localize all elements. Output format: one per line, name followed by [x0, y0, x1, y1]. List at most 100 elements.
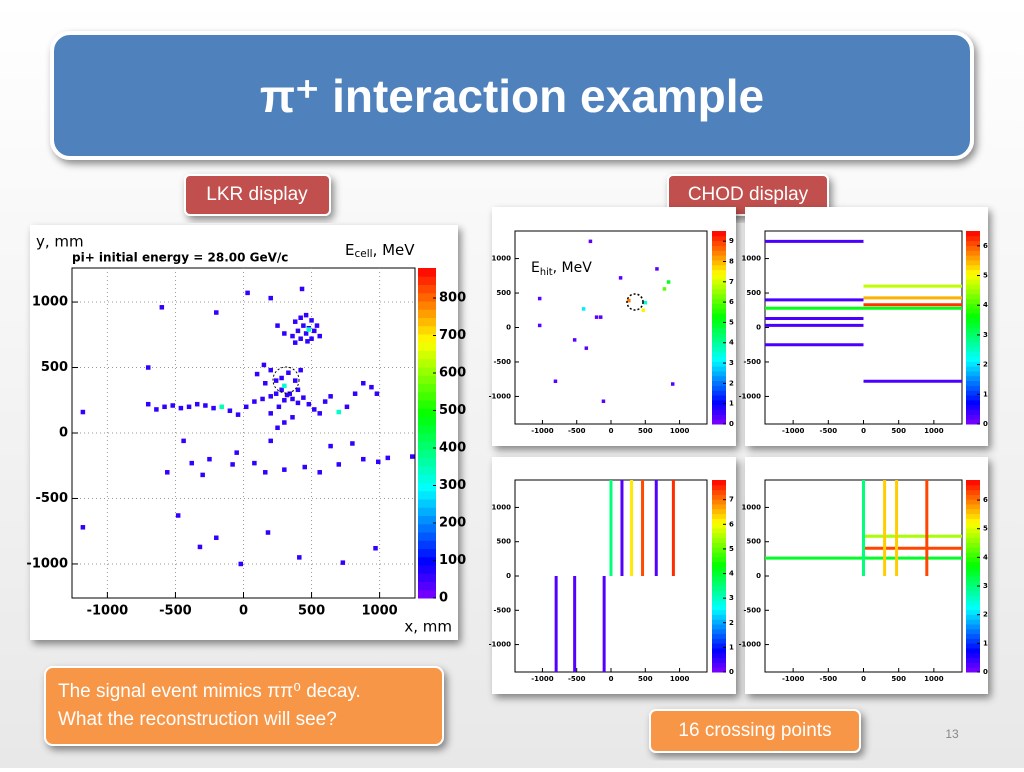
colorbar-cell: [966, 409, 980, 415]
hit: [328, 443, 333, 449]
hit: [305, 339, 310, 344]
z-tick-label: 3: [729, 359, 734, 367]
colorbar-cell: [966, 361, 980, 367]
colorbar-cell: [712, 566, 726, 572]
colorbar-cell: [712, 537, 726, 543]
hit: [234, 450, 239, 455]
hit: [292, 378, 298, 383]
hit: [200, 472, 205, 478]
z-tick-label: 2: [729, 379, 734, 387]
colorbar-cell: [966, 595, 980, 601]
colorbar-cell: [712, 284, 726, 290]
colorbar-cell: [966, 532, 980, 539]
z-tick-label: 600: [439, 366, 466, 381]
hit: [328, 394, 333, 399]
colorbar-cell: [418, 284, 436, 294]
z-tick-label: 5: [983, 525, 988, 533]
colorbar-cell: [966, 609, 980, 615]
hit: [301, 323, 306, 328]
colorbar-cell: [966, 580, 980, 587]
y-tick-label: 0: [506, 324, 511, 332]
colorbar-cell: [418, 474, 436, 483]
colorbar-cell: [712, 508, 726, 515]
colorbar-cell: [966, 648, 980, 654]
hit: [336, 462, 342, 467]
colorbar-cell: [712, 648, 726, 654]
colorbar-cell: [966, 332, 980, 338]
colorbar-cell: [712, 638, 726, 644]
hit: [361, 380, 366, 386]
hit: [214, 310, 219, 315]
z-tick-label: 0: [439, 591, 448, 606]
x-axis-label: x, mm: [404, 618, 452, 636]
hit: [245, 290, 250, 296]
colorbar-cell: [966, 628, 980, 635]
note-line: What the reconstruction will see?: [58, 709, 337, 730]
colorbar-cell: [712, 356, 726, 362]
colorbar-cell: [966, 366, 980, 372]
z-label-main: E: [531, 260, 540, 276]
x-tick-label: 0: [609, 427, 614, 435]
hit: [290, 415, 295, 420]
colorbar-cell: [712, 628, 726, 635]
hit: [309, 336, 314, 341]
colorbar-cell: [712, 542, 726, 548]
colorbar-cell: [966, 399, 980, 406]
x-tick-label: 500: [638, 427, 653, 435]
colorbar-cell: [966, 523, 980, 529]
colorbar-cell: [712, 552, 726, 558]
z-label-unit: , MeV: [553, 260, 593, 276]
hit: [145, 401, 151, 407]
colorbar-cell: [712, 337, 726, 343]
colorbar-cell: [712, 499, 726, 505]
x-tick-label: 1000: [924, 675, 944, 683]
colorbar-cell: [712, 523, 726, 529]
z-tick-label: 800: [439, 291, 466, 306]
colorbar-cell: [712, 652, 726, 659]
colorbar-cell: [966, 293, 980, 300]
hit: [252, 399, 257, 404]
colorbar-cell: [418, 301, 436, 310]
colorbar-cell: [966, 657, 980, 663]
colorbar-cell: [418, 523, 436, 533]
colorbar-cell: [966, 590, 980, 596]
z-tick-label: 500: [439, 403, 466, 418]
colorbar-cell: [712, 269, 726, 275]
colorbar-cell: [712, 518, 726, 524]
x-tick-label: -500: [568, 675, 586, 683]
colorbar-cell: [418, 383, 436, 393]
colorbar-cell: [418, 482, 436, 492]
z-tick-label: 1: [983, 639, 988, 647]
z-tick-label: 1: [729, 400, 734, 408]
x-tick-label: -1000: [782, 427, 805, 435]
hit: [219, 404, 224, 410]
x-tick-label: 1000: [670, 427, 690, 435]
y-tick-label: -1000: [739, 641, 762, 649]
colorbar-cell: [418, 433, 436, 442]
title-box: [50, 31, 974, 160]
colorbar-cell: [712, 288, 726, 295]
hit: [336, 409, 342, 415]
colorbar-cell: [966, 375, 980, 382]
colorbar-cell: [966, 303, 980, 309]
hit: [284, 392, 290, 398]
colorbar-cell: [966, 547, 980, 553]
colorbar-cell: [966, 542, 980, 548]
colorbar-cell: [712, 576, 726, 582]
y-tick-label: 0: [756, 324, 761, 332]
hit: [666, 280, 671, 284]
hit: [312, 328, 317, 334]
hit: [276, 404, 282, 410]
hit: [317, 333, 322, 339]
hit: [282, 383, 287, 389]
colorbar-cell: [966, 235, 980, 242]
colorbar-cell: [712, 366, 726, 372]
y-tick-label: -500: [493, 358, 511, 366]
colorbar-cell: [418, 441, 436, 450]
colorbar-cell: [418, 499, 436, 508]
y-tick-label: 1000: [742, 503, 762, 511]
colorbar-cell: [418, 449, 436, 459]
hit: [275, 425, 280, 431]
colorbar-cell: [712, 351, 726, 357]
x-tick-label: 0: [609, 675, 614, 683]
